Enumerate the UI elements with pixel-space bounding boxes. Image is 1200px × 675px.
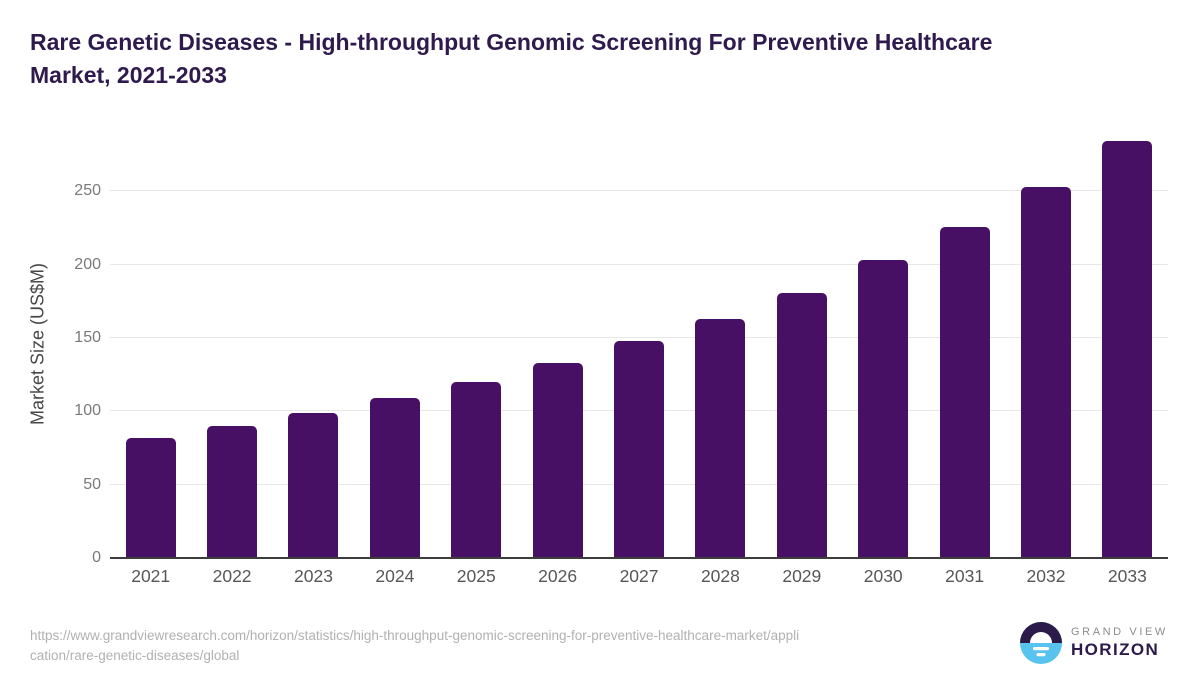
grand-view-horizon-logo: GRAND VIEW HORIZON [1020,622,1168,664]
logo-text: GRAND VIEW HORIZON [1071,626,1168,660]
x-label-2026: 2026 [538,566,578,586]
sunrise-horizon-icon [1020,622,1062,664]
bar-2025 [451,382,502,558]
bar-2026 [532,362,583,558]
x-label-2021: 2021 [131,566,171,586]
bar-2024 [369,398,420,558]
bar-2021 [125,437,176,558]
bar-slot-2025 [436,130,517,558]
bar-2032 [1020,186,1071,558]
bar-2033 [1102,141,1153,558]
bar-slot-2021 [110,130,191,558]
gridline-250 [110,190,1168,192]
y-tick-label-150: 150 [74,329,101,346]
bar-slot-2026 [517,130,598,558]
x-label-2030: 2030 [863,566,903,586]
bar-chart-plot-area [110,130,1168,559]
x-axis-labels: 2021 2022 2023 2024 2025 2026 2027 2028 2029 2030… [110,566,1168,587]
y-tick-label-0: 0 [92,549,101,566]
y-tick-label-200: 200 [74,255,101,273]
bar-2029 [776,292,827,558]
bar-2030 [858,260,909,558]
bar-slot-2023 [273,130,354,558]
x-label-2023: 2023 [294,566,333,586]
page-title-line1: Rare Genetic Diseases - High-throughput … [30,29,993,55]
bar-slot-2027 [598,130,679,558]
bar-2031 [939,226,990,558]
y-tick-label-100: 100 [74,402,101,420]
x-label-2028: 2028 [700,566,740,586]
x-label-2031: 2031 [945,566,985,586]
source-url-line1: https://www.grandviewresearch.com/horizo… [30,628,800,643]
source-url: https://www.grandviewresearch.com/horizo… [30,626,960,666]
x-axis-line [110,557,1168,559]
bar-slot-2024 [354,130,435,558]
x-label-2027: 2027 [619,566,659,586]
x-label-2033: 2033 [1107,566,1147,586]
gridline-200 [110,263,1168,265]
bar-slot-2029 [761,130,842,558]
bar-2023 [288,412,339,558]
bar-slot-2032 [1005,130,1086,558]
x-label-2022: 2022 [212,566,252,586]
page-title-line2: Market, 2021-2033 [30,62,227,88]
y-axis-tick-labels: 0 50 100 150 200 250 [0,130,101,566]
page-title: Rare Genetic Diseases - High-throughput … [30,26,1180,92]
x-label-2029: 2029 [782,566,822,586]
bar-slot-2022 [191,130,272,558]
bar-slot-2028 [680,130,761,558]
x-label-2032: 2032 [1026,566,1066,586]
bar-2027 [614,340,665,558]
y-tick-label-50: 50 [83,475,101,493]
logo-horizon-text: HORIZON [1071,640,1160,659]
gridline-150 [110,337,1168,338]
x-label-2024: 2024 [375,566,415,586]
bar-slot-2031 [924,130,1005,558]
bar-slot-2030 [843,130,924,558]
logo-grand-view-text: GRAND VIEW [1071,626,1168,638]
bar-2028 [695,318,746,558]
y-tick-label-250: 250 [74,182,101,200]
bar-2022 [207,426,258,558]
source-url-line2: cation/rare-genetic-diseases/global [30,648,240,663]
bar-series [110,130,1168,558]
bar-slot-2033 [1087,130,1168,558]
x-label-2025: 2025 [456,566,496,586]
